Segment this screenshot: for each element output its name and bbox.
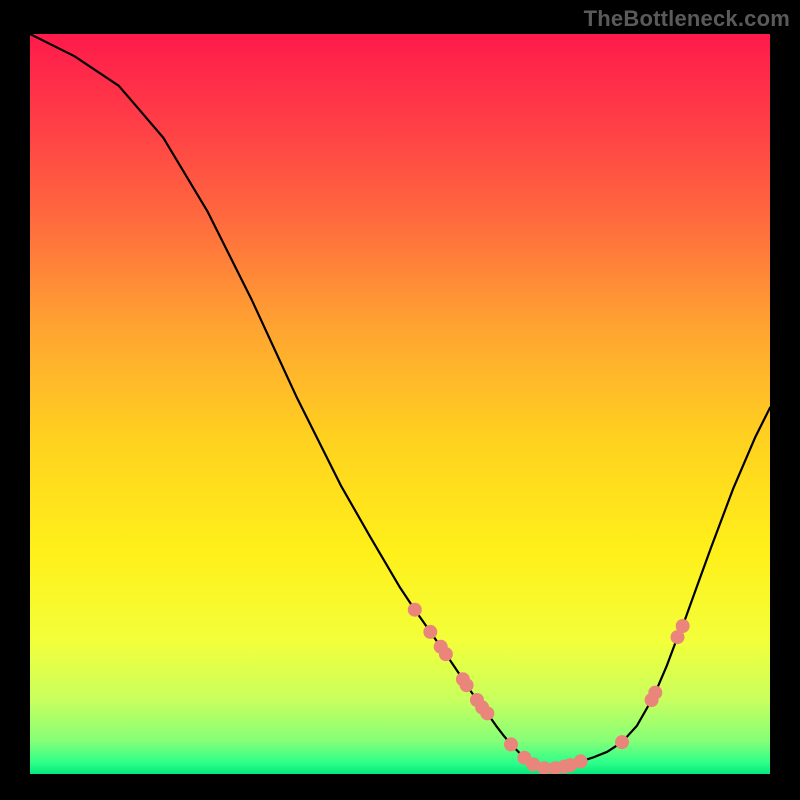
curve-marker <box>480 706 494 720</box>
curve-marker <box>574 754 588 768</box>
curve-marker <box>676 619 690 633</box>
curve-marker <box>615 735 629 749</box>
curve-marker <box>439 647 453 661</box>
bottleneck-curve-chart <box>0 0 800 800</box>
curve-marker <box>423 625 437 639</box>
curve-marker <box>460 678 474 692</box>
curve-marker <box>408 603 422 617</box>
chart-stage: TheBottleneck.com <box>0 0 800 800</box>
curve-marker <box>648 686 662 700</box>
curve-marker <box>504 737 518 751</box>
chart-gradient-background <box>30 34 770 774</box>
